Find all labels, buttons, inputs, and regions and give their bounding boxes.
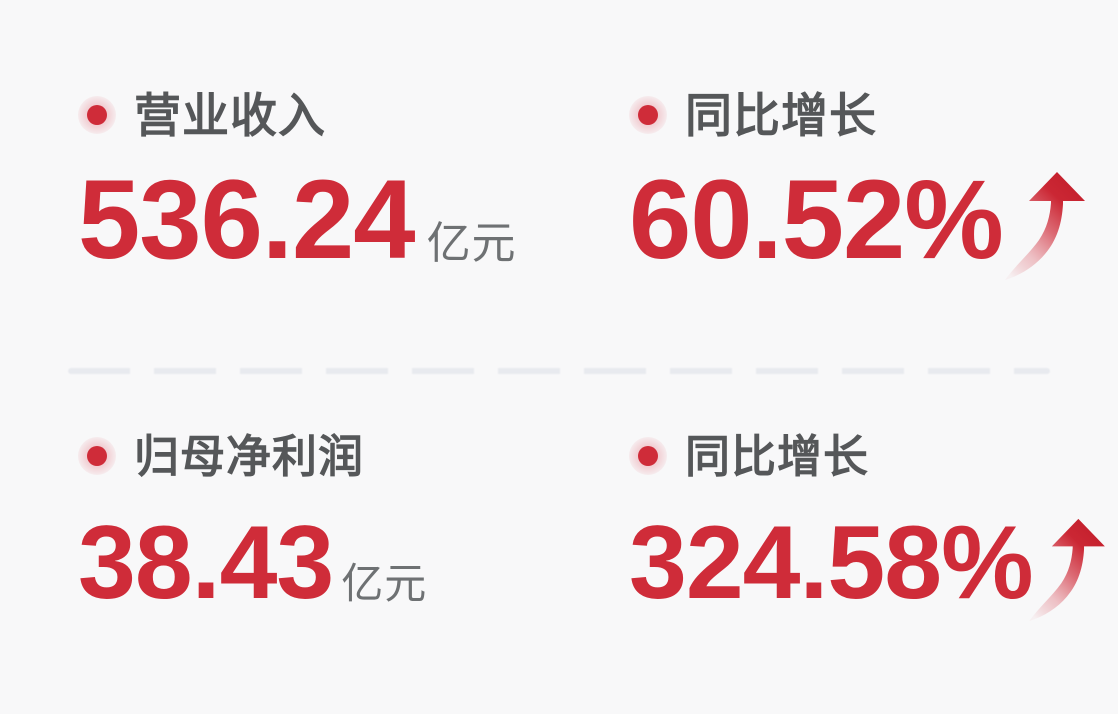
metric-label: 营业收入: [134, 88, 326, 142]
metric-value: 38.43: [78, 505, 334, 621]
metric-value-line: 38.43 亿元: [78, 511, 555, 615]
metric-card-net-profit: 归母净利润 38.43 亿元: [0, 357, 559, 714]
metric-heading: 同比增长: [629, 427, 1114, 485]
metric-value-line: 324.58%: [629, 505, 1114, 622]
metrics-row-bottom: 归母净利润 38.43 亿元 同比增长 324.58%: [0, 357, 1118, 714]
metric-label: 同比增长: [685, 88, 877, 142]
metric-heading: 同比增长: [629, 86, 1114, 144]
up-arrow-icon: [1023, 517, 1111, 623]
red-dot-icon: [78, 96, 116, 134]
metric-value-line: 60.52%: [629, 157, 1114, 282]
metric-card-revenue-growth: 同比增长 60.52%: [559, 0, 1118, 357]
metric-heading: 营业收入: [78, 86, 555, 144]
metric-value: 324.58%: [629, 505, 1034, 621]
metric-unit: 亿元: [426, 219, 517, 268]
metric-card-revenue: 营业收入 536.24 亿元: [0, 0, 559, 357]
up-arrow-icon: [999, 170, 1091, 282]
metric-value: 536.24: [78, 157, 416, 282]
metric-unit: 亿元: [341, 560, 428, 607]
red-dot-icon: [629, 96, 667, 134]
red-dot-icon: [629, 437, 667, 475]
metric-heading: 归母净利润: [78, 427, 555, 485]
metric-label: 归母净利润: [134, 430, 365, 482]
metrics-row-top: 营业收入 536.24 亿元 同比增长 60.52%: [0, 0, 1118, 357]
red-dot-icon: [78, 437, 116, 475]
metric-value: 60.52%: [629, 157, 1004, 282]
metric-value-line: 536.24 亿元: [78, 164, 555, 276]
metric-label: 同比增长: [685, 430, 870, 482]
metric-card-net-profit-growth: 同比增长 324.58%: [559, 357, 1118, 714]
